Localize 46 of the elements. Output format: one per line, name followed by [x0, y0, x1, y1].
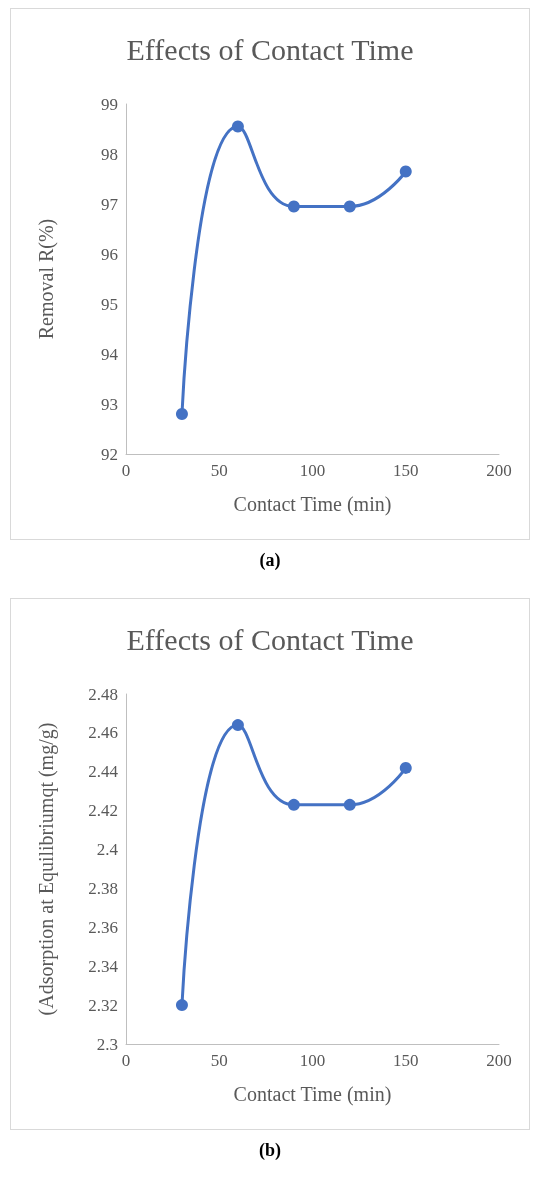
- chart-title: Effects of Contact Time: [126, 32, 414, 66]
- x-tick-label: 150: [393, 1051, 419, 1070]
- y-axis-title: Removal R(%): [35, 218, 58, 340]
- point: [343, 200, 356, 213]
- chart-title: Effects of Contact Time: [126, 622, 414, 656]
- y-tick-label: 2.38: [88, 878, 118, 898]
- x-axis-title: Contact Time (min): [233, 1083, 392, 1106]
- y-tick-label: 2.48: [88, 684, 118, 704]
- x-tick-label: 0: [121, 461, 131, 480]
- y-tick-label: 98: [101, 144, 118, 164]
- y-tick-label: 2.44: [88, 762, 119, 782]
- point: [231, 120, 244, 133]
- y-tick-label: 95: [101, 294, 118, 314]
- point: [175, 408, 188, 420]
- point: [287, 200, 300, 213]
- point: [231, 719, 244, 732]
- point: [175, 999, 188, 1012]
- x-tick-label: 0: [121, 1051, 131, 1070]
- x-tick-label: 200: [486, 461, 512, 480]
- y-axis-title: (Adsorption at Equilibriumqt (mg/g): [35, 722, 58, 1016]
- x-tick-label: 150: [393, 461, 419, 480]
- point: [399, 165, 412, 178]
- point: [399, 761, 412, 774]
- point: [287, 798, 300, 811]
- x-tick-label: 50: [210, 1051, 228, 1070]
- y-tick-label: 99: [101, 94, 118, 114]
- y-tick-label: 2.4: [96, 840, 119, 860]
- y-tick-label: 97: [101, 194, 119, 214]
- y-tick-label: 96: [101, 244, 118, 264]
- y-tick-label: 93: [101, 394, 118, 414]
- y-tick-label: 2.46: [88, 723, 118, 743]
- x-tick-label: 100: [299, 461, 326, 480]
- x-tick-label: 50: [210, 461, 228, 480]
- y-tick-label: 2.36: [88, 917, 118, 937]
- text: (a): [258, 550, 282, 571]
- x-tick-label: 100: [299, 1051, 326, 1070]
- y-tick-label: 2.34: [88, 956, 119, 976]
- y-tick-label: 2.3: [96, 1034, 118, 1054]
- y-tick-label: 92: [101, 444, 118, 464]
- x-tick-label: 200: [486, 1051, 512, 1070]
- y-tick-label: 2.42: [88, 801, 118, 821]
- y-tick-label: 2.32: [88, 995, 118, 1015]
- y-tick-label: 94: [101, 344, 119, 364]
- text: (b): [258, 1140, 282, 1161]
- point: [343, 798, 356, 811]
- x-axis-title: Contact Time (min): [233, 493, 392, 516]
